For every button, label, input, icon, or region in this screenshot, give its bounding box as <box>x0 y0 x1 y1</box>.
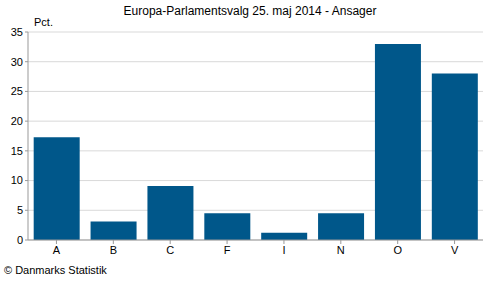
svg-text:5: 5 <box>17 204 23 216</box>
svg-text:O: O <box>393 244 402 256</box>
svg-text:15: 15 <box>11 145 23 157</box>
svg-text:10: 10 <box>11 174 23 186</box>
svg-text:20: 20 <box>11 115 23 127</box>
svg-text:V: V <box>451 244 459 256</box>
svg-text:0: 0 <box>17 234 23 246</box>
svg-text:C: C <box>166 244 174 256</box>
svg-text:F: F <box>224 244 231 256</box>
html-text:© Danmarks Statistik: © Danmarks Statistik <box>4 264 107 276</box>
svg-text:35: 35 <box>11 26 23 38</box>
svg-text:N: N <box>337 244 345 256</box>
svg-text:A: A <box>53 244 61 256</box>
html-text:Europa-Parlamentsvalg 25. maj: Europa-Parlamentsvalg 25. maj 2014 - Ans… <box>123 4 377 18</box>
svg-text:30: 30 <box>11 56 23 68</box>
svg-text:I: I <box>282 244 285 256</box>
svg-text:25: 25 <box>11 85 23 97</box>
svg-text:B: B <box>110 244 117 256</box>
html-text:Pct.: Pct. <box>34 16 53 28</box>
